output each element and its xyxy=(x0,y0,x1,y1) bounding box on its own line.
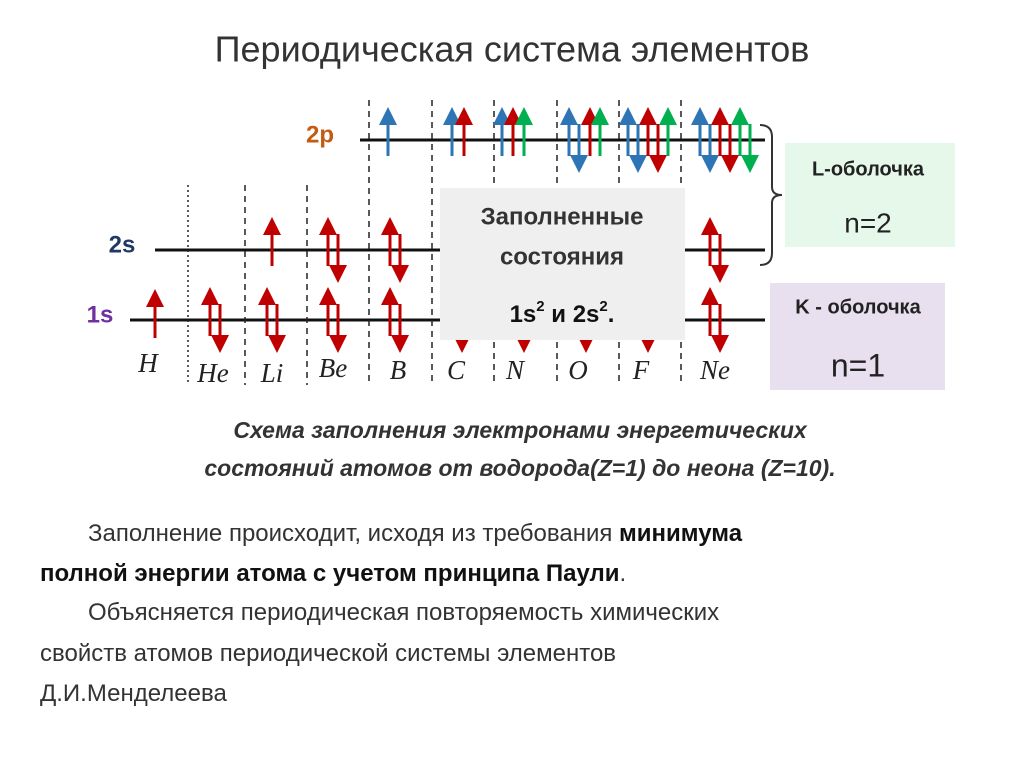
element-label: C xyxy=(447,355,466,385)
box-line: Заполненные xyxy=(481,203,644,230)
brace xyxy=(759,124,783,266)
element-label: Be xyxy=(319,353,347,383)
caption: состояний атомов от водорода(Z=1) до нео… xyxy=(204,455,835,481)
level-label: 2s xyxy=(109,231,136,258)
shell-label: L-оболочка xyxy=(812,158,925,180)
text-run: . xyxy=(619,560,626,587)
text-run: свойств атомов периодической системы эле… xyxy=(40,640,616,667)
body-line: Д.И.Менделеева xyxy=(40,680,227,707)
element-label: F xyxy=(632,355,650,385)
text-run: минимума xyxy=(619,520,743,547)
text-run: Объясняется периодическая повторяемость … xyxy=(88,599,719,626)
formula-part: и 2s xyxy=(545,301,600,328)
body-line: Объясняется периодическая повторяемость … xyxy=(88,599,719,626)
box-formula: 1s2 и 2s2. xyxy=(510,298,615,328)
formula-part: . xyxy=(608,301,615,328)
k-shell-box xyxy=(770,283,945,390)
element-label: Ne xyxy=(699,355,730,385)
level-label: 2p xyxy=(306,121,334,148)
element-label: B xyxy=(390,355,407,385)
caption: Схема заполнения электронами энергетичес… xyxy=(233,417,808,443)
body-line: полной энергии атома с учетом принципа П… xyxy=(40,560,626,587)
level-label: 1s xyxy=(87,301,114,328)
element-label: Li xyxy=(260,358,284,388)
element-label: O xyxy=(568,355,588,385)
formula-sup: 2 xyxy=(536,298,544,315)
element-label: N xyxy=(505,355,526,385)
shell-label: K - оболочка xyxy=(795,296,921,318)
l-shell-box xyxy=(785,143,955,247)
filled-box xyxy=(440,188,685,340)
formula-part: 1s xyxy=(510,301,537,328)
box-line: состояния xyxy=(500,243,624,270)
body-text: Заполнение происходит, исходя из требова… xyxy=(40,520,743,707)
formula-sup: 2 xyxy=(599,298,607,315)
shell-n: n=1 xyxy=(831,347,885,383)
body-line: Заполнение происходит, исходя из требова… xyxy=(88,520,743,547)
element-label: He xyxy=(196,358,228,388)
text-run: полной энергии атома с учетом принципа П… xyxy=(40,560,619,587)
shell-n: n=2 xyxy=(844,207,892,238)
title: Периодическая система элементов xyxy=(215,29,810,70)
body-line: свойств атомов периодической системы эле… xyxy=(40,640,616,667)
element-label: H xyxy=(137,348,159,378)
text-run: Заполнение происходит, исходя из требова… xyxy=(88,520,619,547)
text-run: Д.И.Менделеева xyxy=(40,680,227,707)
